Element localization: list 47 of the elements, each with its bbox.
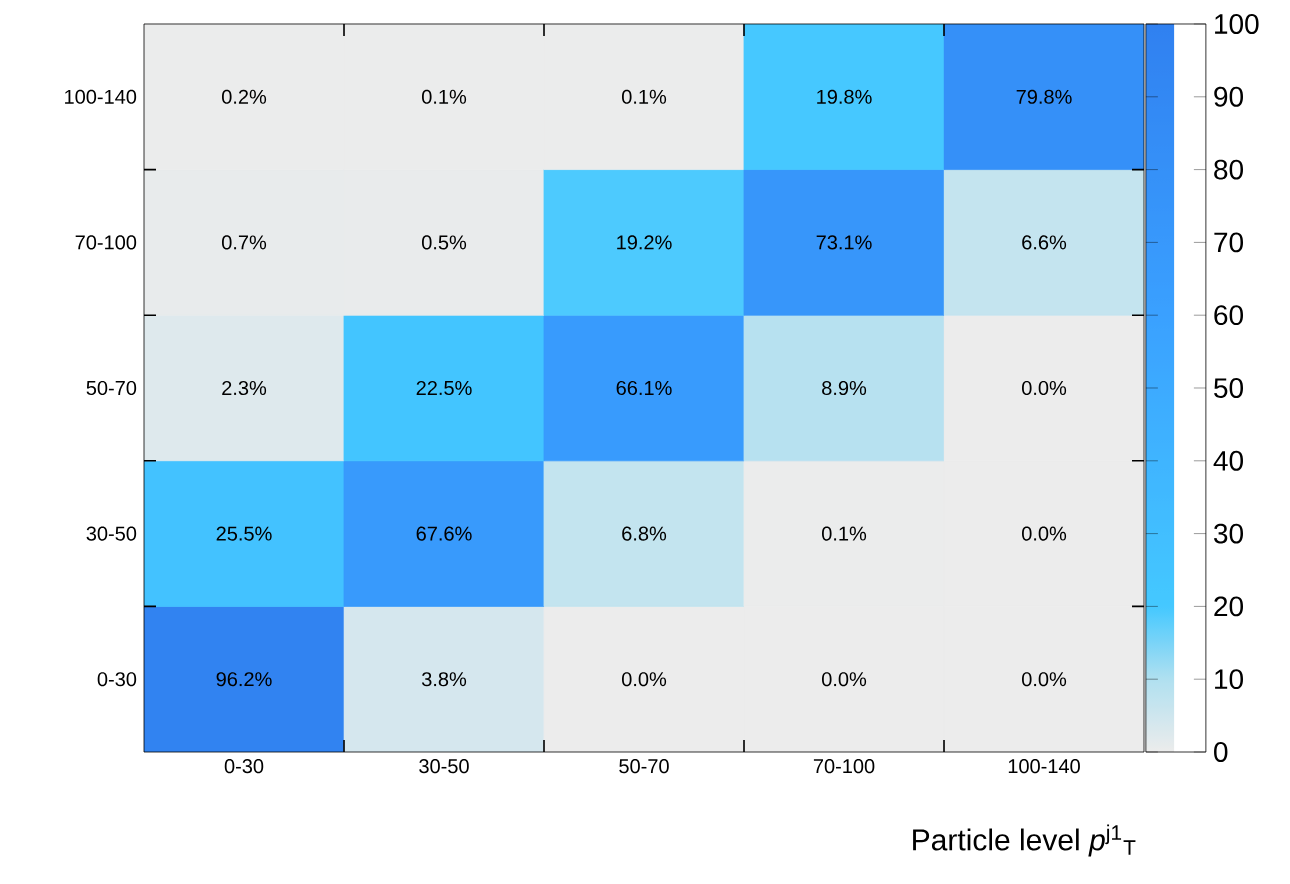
y-tick-label: 0-30 bbox=[97, 672, 137, 687]
color-bar-label: 0 bbox=[1214, 742, 1228, 762]
color-bar-label: 10 bbox=[1215, 669, 1244, 690]
data-label: 0.0% bbox=[1022, 672, 1067, 687]
y-tick-label: 70-100 bbox=[75, 235, 137, 250]
data-label: 0.0% bbox=[1022, 380, 1067, 396]
color-bar-label: 50 bbox=[1214, 378, 1244, 398]
color-bar-label: 30 bbox=[1214, 523, 1244, 544]
color-bar-label: 40 bbox=[1213, 450, 1244, 471]
data-label: 3.8% bbox=[421, 672, 467, 687]
color-bar-label: 70 bbox=[1214, 232, 1244, 253]
data-label: 0.1% bbox=[622, 89, 667, 104]
color-bar-label: 90 bbox=[1214, 86, 1244, 107]
x-tick-label: 50-70 bbox=[619, 759, 669, 774]
data-label: 2.3% bbox=[222, 380, 267, 396]
data-label: 19.2% bbox=[617, 235, 672, 250]
data-label: 0.0% bbox=[822, 672, 867, 687]
data-label: 0.1% bbox=[822, 526, 867, 541]
data-label: 73.1% bbox=[816, 235, 872, 250]
data-label: 67.6% bbox=[416, 526, 472, 541]
x-tick-label: 100-140 bbox=[1008, 759, 1080, 774]
data-label: 0.0% bbox=[1022, 526, 1067, 541]
x-tick-label: 30-50 bbox=[419, 759, 469, 774]
x-tick-label: 70-100 bbox=[813, 759, 875, 774]
data-label: 0.2% bbox=[221, 89, 267, 104]
data-label: 6.8% bbox=[622, 526, 667, 541]
color-bar-label: 80 bbox=[1214, 159, 1244, 180]
data-label: 25.5% bbox=[216, 526, 272, 541]
y-tick-label: 30-50 bbox=[86, 526, 137, 541]
data-label: 96.2% bbox=[216, 672, 272, 687]
data-label: 0.0% bbox=[622, 672, 667, 687]
data-label: 22.5% bbox=[416, 380, 472, 396]
data-label: 19.8% bbox=[817, 89, 872, 104]
data-label: 6.6% bbox=[1022, 235, 1067, 250]
data-label: 66.1% bbox=[616, 380, 672, 396]
color-bar-label: 100 bbox=[1215, 14, 1259, 34]
data-label: 79.8% bbox=[1016, 89, 1072, 104]
y-tick-label: 100-140 bbox=[65, 89, 137, 104]
color-bar-label: 20 bbox=[1214, 596, 1244, 617]
data-label: 0.5% bbox=[421, 235, 467, 250]
y-tick-label: 50-70 bbox=[86, 380, 137, 396]
color-bar-label: 60 bbox=[1214, 305, 1244, 326]
data-label: 0.7% bbox=[221, 235, 267, 250]
x-axis-title: Particle level p$^{j1}$T bbox=[913, 824, 1136, 857]
x-tick-label: 0-30 bbox=[224, 759, 264, 774]
data-label: 0.1% bbox=[421, 89, 467, 104]
data-label: 8.9% bbox=[822, 380, 867, 396]
